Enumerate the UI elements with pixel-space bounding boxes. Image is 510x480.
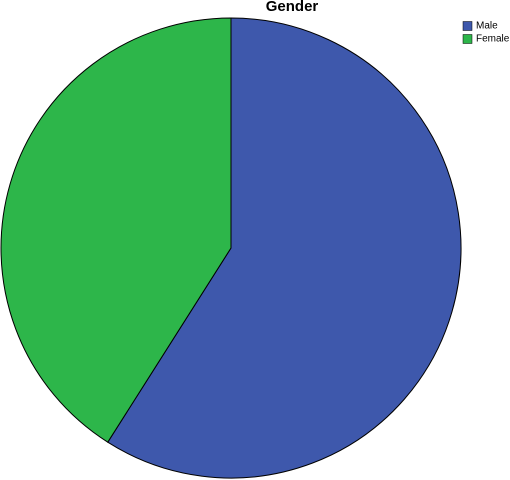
pie-slice — [107, 17, 462, 479]
pie-slice — [0, 17, 232, 443]
legend-swatch — [462, 21, 473, 31]
chart-title: Gender — [266, 0, 319, 15]
legend-label: Male — [476, 21, 498, 32]
legend-swatch — [462, 34, 473, 44]
legend-label: Female — [476, 34, 510, 45]
